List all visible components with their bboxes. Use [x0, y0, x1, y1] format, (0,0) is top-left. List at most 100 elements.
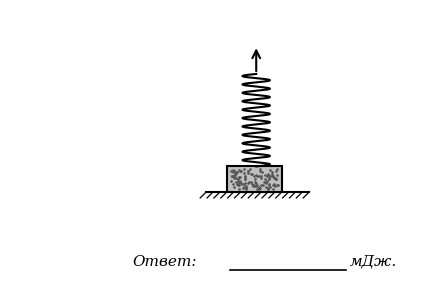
Point — [265, 181, 272, 186]
Point — [229, 174, 236, 178]
Point — [257, 186, 264, 190]
Point — [230, 184, 237, 189]
Point — [241, 173, 249, 178]
Point — [251, 174, 258, 179]
Point — [253, 184, 260, 188]
Point — [254, 182, 261, 187]
Point — [232, 171, 239, 176]
Point — [268, 169, 276, 174]
Point — [243, 187, 250, 192]
Point — [233, 176, 240, 180]
Point — [239, 182, 246, 187]
Point — [272, 168, 280, 173]
Point — [271, 176, 278, 181]
Point — [251, 180, 258, 184]
Point — [241, 176, 249, 181]
Point — [261, 176, 268, 181]
Point — [241, 177, 248, 181]
Point — [256, 168, 263, 173]
Point — [241, 182, 248, 186]
Point — [230, 176, 237, 181]
Point — [241, 171, 248, 175]
Point — [270, 174, 277, 178]
Point — [256, 186, 263, 191]
Point — [233, 182, 241, 186]
Point — [229, 181, 236, 186]
Point — [242, 185, 249, 190]
Point — [264, 186, 272, 191]
Point — [231, 173, 238, 177]
Point — [248, 180, 255, 184]
Point — [228, 174, 235, 178]
Point — [234, 178, 241, 183]
Point — [256, 185, 263, 190]
Point — [232, 170, 239, 174]
Point — [264, 172, 271, 177]
Point — [239, 185, 246, 190]
Point — [234, 170, 241, 175]
Point — [264, 185, 271, 190]
Point — [244, 169, 251, 173]
Point — [245, 180, 253, 185]
Point — [253, 174, 260, 178]
Point — [245, 170, 252, 175]
Point — [274, 182, 281, 187]
Point — [266, 182, 273, 187]
Point — [247, 167, 254, 172]
Point — [270, 182, 277, 187]
Point — [231, 174, 238, 179]
Point — [253, 186, 260, 191]
Point — [252, 183, 259, 188]
Point — [262, 180, 269, 184]
Point — [240, 185, 247, 190]
Point — [242, 174, 249, 179]
Point — [235, 182, 242, 187]
Point — [264, 172, 271, 177]
Point — [237, 179, 244, 184]
Bar — [227, 166, 282, 192]
Point — [237, 180, 244, 185]
Point — [233, 180, 240, 184]
Point — [238, 169, 245, 173]
Point — [257, 175, 264, 180]
Point — [256, 187, 263, 192]
Point — [229, 174, 236, 179]
Point — [272, 175, 279, 180]
Point — [227, 168, 234, 173]
Point — [230, 170, 237, 175]
Point — [256, 167, 264, 172]
Point — [229, 168, 236, 172]
Point — [267, 168, 274, 172]
Point — [244, 169, 251, 174]
Point — [236, 187, 243, 191]
Point — [259, 170, 266, 174]
Point — [261, 180, 268, 185]
Point — [266, 177, 273, 182]
Point — [271, 182, 278, 186]
Point — [230, 168, 237, 173]
Point — [236, 175, 243, 180]
Point — [265, 176, 272, 180]
Point — [261, 173, 268, 177]
Point — [251, 182, 258, 187]
Point — [252, 172, 259, 177]
Point — [269, 172, 276, 177]
Point — [263, 179, 270, 184]
Point — [264, 187, 271, 192]
Point — [228, 178, 235, 183]
Point — [235, 177, 242, 181]
Point — [237, 174, 244, 179]
Point — [262, 185, 269, 190]
Point — [243, 184, 250, 188]
Text: мДж.: мДж. — [350, 255, 397, 269]
Point — [243, 184, 250, 189]
Point — [264, 174, 271, 178]
Point — [266, 174, 273, 179]
Point — [242, 180, 249, 185]
Point — [272, 176, 279, 181]
Point — [234, 182, 241, 187]
Point — [237, 168, 244, 173]
Point — [249, 184, 256, 188]
Point — [271, 184, 278, 188]
Point — [233, 171, 240, 176]
